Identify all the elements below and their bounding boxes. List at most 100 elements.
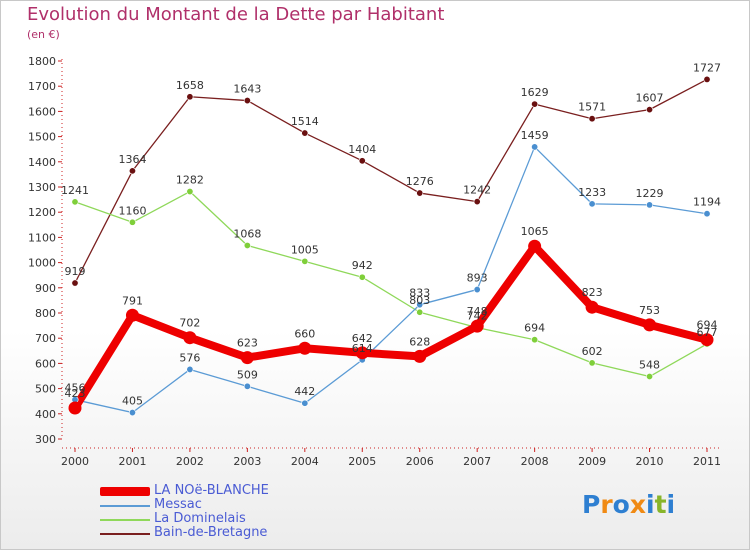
data-point — [585, 300, 599, 314]
data-point — [700, 333, 714, 347]
data-label: 456 — [65, 382, 86, 395]
data-label: 742 — [467, 310, 488, 323]
data-label: 1643 — [233, 83, 261, 96]
data-point — [646, 201, 654, 209]
proxiti-logo: Proxiti — [582, 490, 675, 519]
legend-item: Bain-de-Bretagne — [100, 526, 360, 540]
legend-label: Bain-de-Bretagne — [154, 525, 268, 540]
data-label: 753 — [639, 304, 660, 317]
y-tick-label: 500 — [35, 383, 56, 396]
legend-item: LA NOë-BLANCHE — [100, 484, 360, 498]
data-point — [473, 198, 481, 206]
legend-item: La Dominelais — [100, 512, 360, 526]
data-point — [128, 167, 136, 175]
data-label: 702 — [179, 317, 200, 330]
data-label: 1364 — [118, 153, 146, 166]
legend-label: Messac — [154, 497, 202, 512]
data-label: 614 — [352, 342, 373, 355]
data-point — [183, 331, 197, 345]
x-tick-label: 2000 — [61, 455, 89, 468]
legend-swatch — [100, 519, 150, 521]
data-label: 1242 — [463, 184, 491, 197]
data-label: 1233 — [578, 186, 606, 199]
y-tick-label: 1700 — [28, 80, 56, 93]
data-label: 677 — [697, 326, 718, 339]
series-line — [74, 78, 708, 284]
data-point — [358, 157, 366, 165]
data-label: 942 — [352, 259, 373, 272]
data-label: 1229 — [636, 187, 664, 200]
logo-letter: P — [582, 490, 601, 519]
data-point — [470, 319, 484, 333]
data-label: 442 — [294, 385, 315, 398]
data-label: 694 — [697, 319, 718, 332]
series-line — [71, 242, 711, 413]
logo-letter: i — [646, 490, 655, 519]
y-tick-label: 600 — [35, 357, 56, 370]
y-tick-label: 800 — [35, 307, 56, 320]
y-tick-label: 1000 — [28, 257, 56, 270]
data-label: 1160 — [118, 204, 146, 217]
x-tick-label: 2004 — [291, 455, 319, 468]
data-point — [588, 115, 596, 123]
data-point — [243, 382, 251, 390]
data-point — [703, 75, 711, 83]
data-label: 1514 — [291, 115, 319, 128]
data-point — [243, 97, 251, 105]
data-point — [240, 351, 254, 365]
data-label: 602 — [582, 345, 603, 358]
data-label: 893 — [467, 272, 488, 285]
x-tick-label: 2001 — [118, 455, 146, 468]
data-point — [413, 349, 427, 363]
logo-letter: t — [654, 490, 667, 519]
x-tick-label: 2005 — [348, 455, 376, 468]
data-label: 1607 — [636, 92, 664, 105]
x-tick-label: 2008 — [521, 455, 549, 468]
y-tick-label: 1500 — [28, 131, 56, 144]
y-tick-label: 1200 — [28, 206, 56, 219]
chart-legend: LA NOë-BLANCHE Messac La Dominelais Bain… — [100, 484, 360, 540]
data-point — [355, 346, 369, 360]
series-line — [74, 190, 708, 378]
x-tick-label: 2010 — [636, 455, 664, 468]
data-label: 1282 — [176, 174, 204, 187]
data-point — [71, 198, 79, 206]
legend-swatch — [100, 487, 150, 496]
y-tick-label: 900 — [35, 282, 56, 295]
data-label: 423 — [65, 387, 86, 400]
data-label: 833 — [409, 287, 430, 300]
data-label: 803 — [409, 294, 430, 307]
data-label: 1194 — [693, 196, 721, 209]
data-point — [416, 189, 424, 197]
data-point — [71, 279, 79, 287]
x-tick-label: 2003 — [233, 455, 261, 468]
data-point — [588, 359, 596, 367]
legend-swatch — [100, 505, 150, 507]
x-tick-label: 2009 — [578, 455, 606, 468]
data-label: 576 — [179, 351, 200, 364]
y-tick-label: 700 — [35, 332, 56, 345]
data-point — [531, 100, 539, 108]
y-tick-label: 1400 — [28, 156, 56, 169]
x-tick-label: 2011 — [693, 455, 721, 468]
chart-subtitle: (en €) — [27, 28, 60, 41]
data-point — [358, 273, 366, 281]
y-tick-label: 1600 — [28, 105, 56, 118]
data-point — [588, 200, 596, 208]
legend-label: La Dominelais — [154, 511, 246, 526]
logo-letter: r — [600, 490, 613, 519]
y-tick-label: 1300 — [28, 181, 56, 194]
data-point — [416, 301, 424, 309]
data-label: 919 — [65, 265, 86, 278]
data-point — [128, 409, 136, 417]
data-point — [243, 241, 251, 249]
data-point — [643, 318, 657, 332]
data-label: 1571 — [578, 101, 606, 114]
x-tick-label: 2006 — [406, 455, 434, 468]
data-label: 642 — [352, 332, 373, 345]
data-label: 1241 — [61, 184, 89, 197]
data-point — [298, 341, 312, 355]
chart-title: Evolution du Montant de la Dette par Hab… — [27, 4, 445, 25]
data-label: 509 — [237, 368, 258, 381]
